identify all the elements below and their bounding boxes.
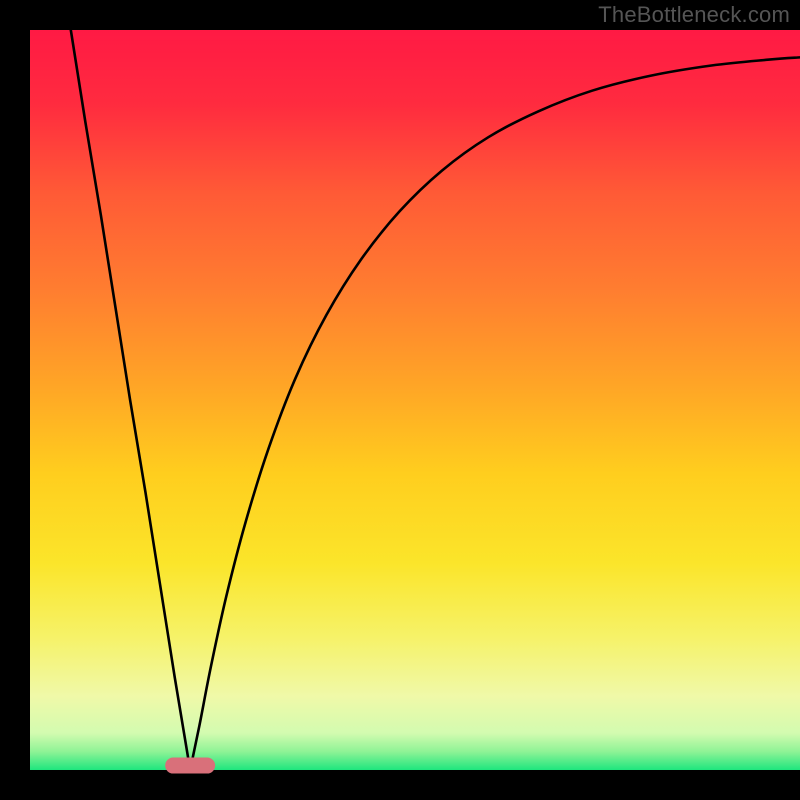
optimum-marker [165,758,215,774]
gradient-background [30,30,800,770]
chart-container: TheBottleneck.com [0,0,800,800]
watermark-text: TheBottleneck.com [598,2,790,28]
bottleneck-chart [0,0,800,800]
